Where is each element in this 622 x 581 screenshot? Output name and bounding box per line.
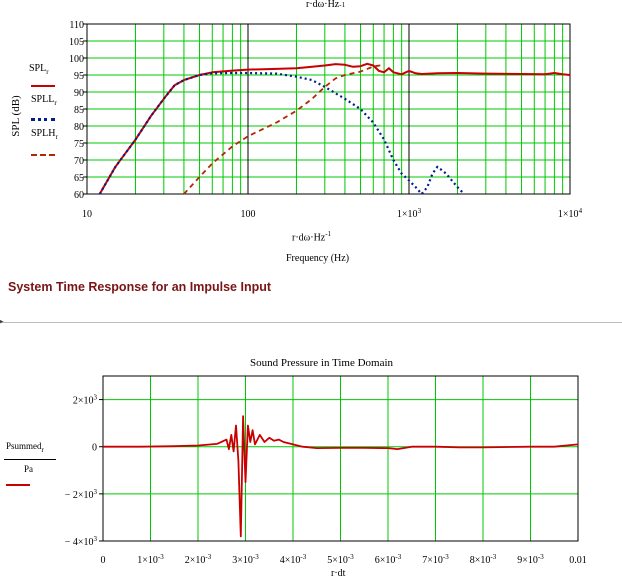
freq-xlabel: Frequency (Hz) bbox=[286, 253, 350, 264]
legend-sub-spll: r bbox=[54, 99, 57, 107]
freq-series-splh bbox=[183, 63, 385, 195]
time-x-tick-label: 5×10-3 bbox=[327, 553, 354, 566]
freq-y-tick-label: 110 bbox=[69, 20, 84, 31]
time-series-psummed bbox=[103, 415, 579, 538]
freq-y-tick-label: 80 bbox=[74, 122, 84, 133]
legend-label-splh: SPLH bbox=[31, 128, 56, 139]
time-x-tick-label: 1×10-3 bbox=[137, 553, 164, 566]
freq-y-tick-label: 105 bbox=[69, 37, 84, 48]
time-ylabel-num: Psummedr bbox=[6, 441, 44, 454]
top-axis-fragment: r·dω·Hz-1 bbox=[306, 0, 345, 10]
freq-x-tick-label: 1×103 bbox=[397, 207, 422, 220]
time-x-tick-label: 0 bbox=[101, 555, 106, 566]
freq-x-tick-label: 1×104 bbox=[558, 207, 583, 220]
time-xlabel: r·dt bbox=[331, 568, 346, 579]
time-x-tick-label: 2×10-3 bbox=[185, 553, 212, 566]
time-legend-swatch bbox=[6, 484, 30, 486]
legend-sub-spl: r bbox=[46, 68, 49, 76]
time-x-tick-label: 6×10-3 bbox=[375, 553, 402, 566]
freq-y-tick-label: 85 bbox=[74, 105, 84, 116]
time-y-tick-label: − 4×103 bbox=[65, 535, 98, 548]
freq-x-tick-label: 100 bbox=[241, 209, 256, 220]
freq-series-spll bbox=[98, 71, 465, 196]
freq-xlabel-expr-text: r·dω·Hz bbox=[292, 232, 326, 244]
time-ylabel-num-text: Psummed bbox=[6, 441, 42, 451]
time-ylabel-den: Pa bbox=[24, 464, 33, 474]
time-y-tick-label: 2×103 bbox=[73, 394, 98, 407]
freq-xlabel-expr-sup: -1 bbox=[325, 230, 332, 238]
time-ylabel-num-sub: r bbox=[41, 445, 44, 454]
region-divider bbox=[0, 322, 622, 323]
legend-item-splh: SPLHr bbox=[31, 128, 58, 141]
legend-label-spl: SPL bbox=[29, 63, 47, 74]
legend-label-spll: SPLL bbox=[31, 94, 55, 105]
freq-y-tick-label: 90 bbox=[74, 88, 84, 99]
time-x-tick-label: 9×10-3 bbox=[517, 553, 544, 566]
freq-y-tick-label: 60 bbox=[74, 190, 84, 201]
legend-sub-splh: r bbox=[55, 133, 58, 141]
freq-ylabel: SPL (dB) bbox=[10, 95, 22, 137]
region-marker[interactable]: ▸ bbox=[0, 313, 4, 328]
time-x-tick-label: 3×10-3 bbox=[232, 553, 259, 566]
top-axis-fragment-text: r·dω·Hz bbox=[306, 0, 340, 10]
freq-y-tick-label: 65 bbox=[74, 173, 84, 184]
section-title: System Time Response for an Impulse Inpu… bbox=[8, 280, 272, 294]
freq-x-tick-label: 10 bbox=[82, 209, 92, 220]
time-ylabel-fraction-bar bbox=[4, 459, 56, 460]
legend-item-spll: SPLLr bbox=[31, 94, 57, 107]
time-x-tick-label: 7×10-3 bbox=[422, 553, 449, 566]
top-axis-fragment-sup: -1 bbox=[339, 1, 346, 9]
freq-y-tick-label: 100 bbox=[69, 54, 84, 65]
time-x-tick-label: 8×10-3 bbox=[470, 553, 497, 566]
time-y-tick-label: 0 bbox=[92, 443, 97, 454]
legend-swatch-splh bbox=[31, 154, 55, 156]
legend-swatch-spll bbox=[31, 118, 55, 121]
frequency-response-plot: 60 65 70 75 80 85 90 95 100 105 110 10 100 1×103 1×104 bbox=[69, 20, 583, 220]
freq-xlabel-expr: r·dω·Hz-1 bbox=[292, 230, 331, 243]
legend-swatch-spl bbox=[31, 85, 55, 87]
freq-series-spl bbox=[98, 62, 571, 195]
time-plot-frame bbox=[102, 375, 579, 542]
freq-y-tick-label: 75 bbox=[74, 139, 84, 150]
legend-item-spl: SPLr bbox=[29, 63, 49, 76]
time-x-tick-label: 0.01 bbox=[569, 555, 587, 566]
freq-y-tick-label: 70 bbox=[74, 156, 84, 167]
freq-y-tick-label: 95 bbox=[74, 71, 84, 82]
time-y-tick-label: − 2×103 bbox=[65, 488, 98, 501]
time-chart-title: Sound Pressure in Time Domain bbox=[250, 357, 394, 369]
time-x-tick-label: 4×10-3 bbox=[280, 553, 307, 566]
